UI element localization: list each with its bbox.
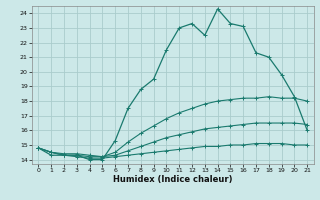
X-axis label: Humidex (Indice chaleur): Humidex (Indice chaleur) xyxy=(113,175,233,184)
